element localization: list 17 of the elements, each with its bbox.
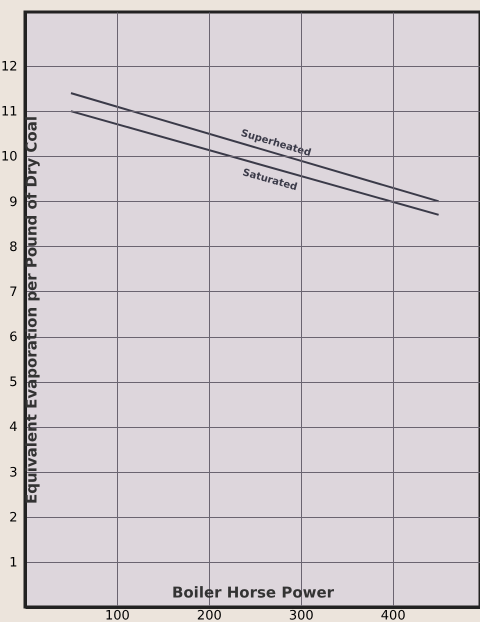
- y-tick-label: 4: [9, 420, 18, 436]
- y-tick-label: 8: [9, 240, 18, 255]
- y-tick-label: 2: [9, 510, 18, 526]
- x-tick-label: 200: [196, 608, 222, 624]
- y-tick-label: 12: [0, 60, 18, 75]
- x-tick-label: 100: [105, 608, 130, 624]
- x-tick-label: 300: [288, 608, 314, 624]
- y-tick-label: 3: [9, 465, 18, 480]
- y-tick-label: 6: [9, 330, 18, 346]
- y-axis-title: Equivalent Evaporation per Pound of Dry Coal: [22, 116, 40, 504]
- x-tick-label: 400: [380, 608, 406, 624]
- y-tick-label: 10: [0, 150, 18, 165]
- y-tick-label: 5: [9, 375, 18, 390]
- y-tick-label: 7: [9, 284, 18, 300]
- y-tick-label: 11: [0, 104, 18, 120]
- y-tick-label: 1: [9, 555, 18, 570]
- y-tick-label: 9: [9, 194, 18, 210]
